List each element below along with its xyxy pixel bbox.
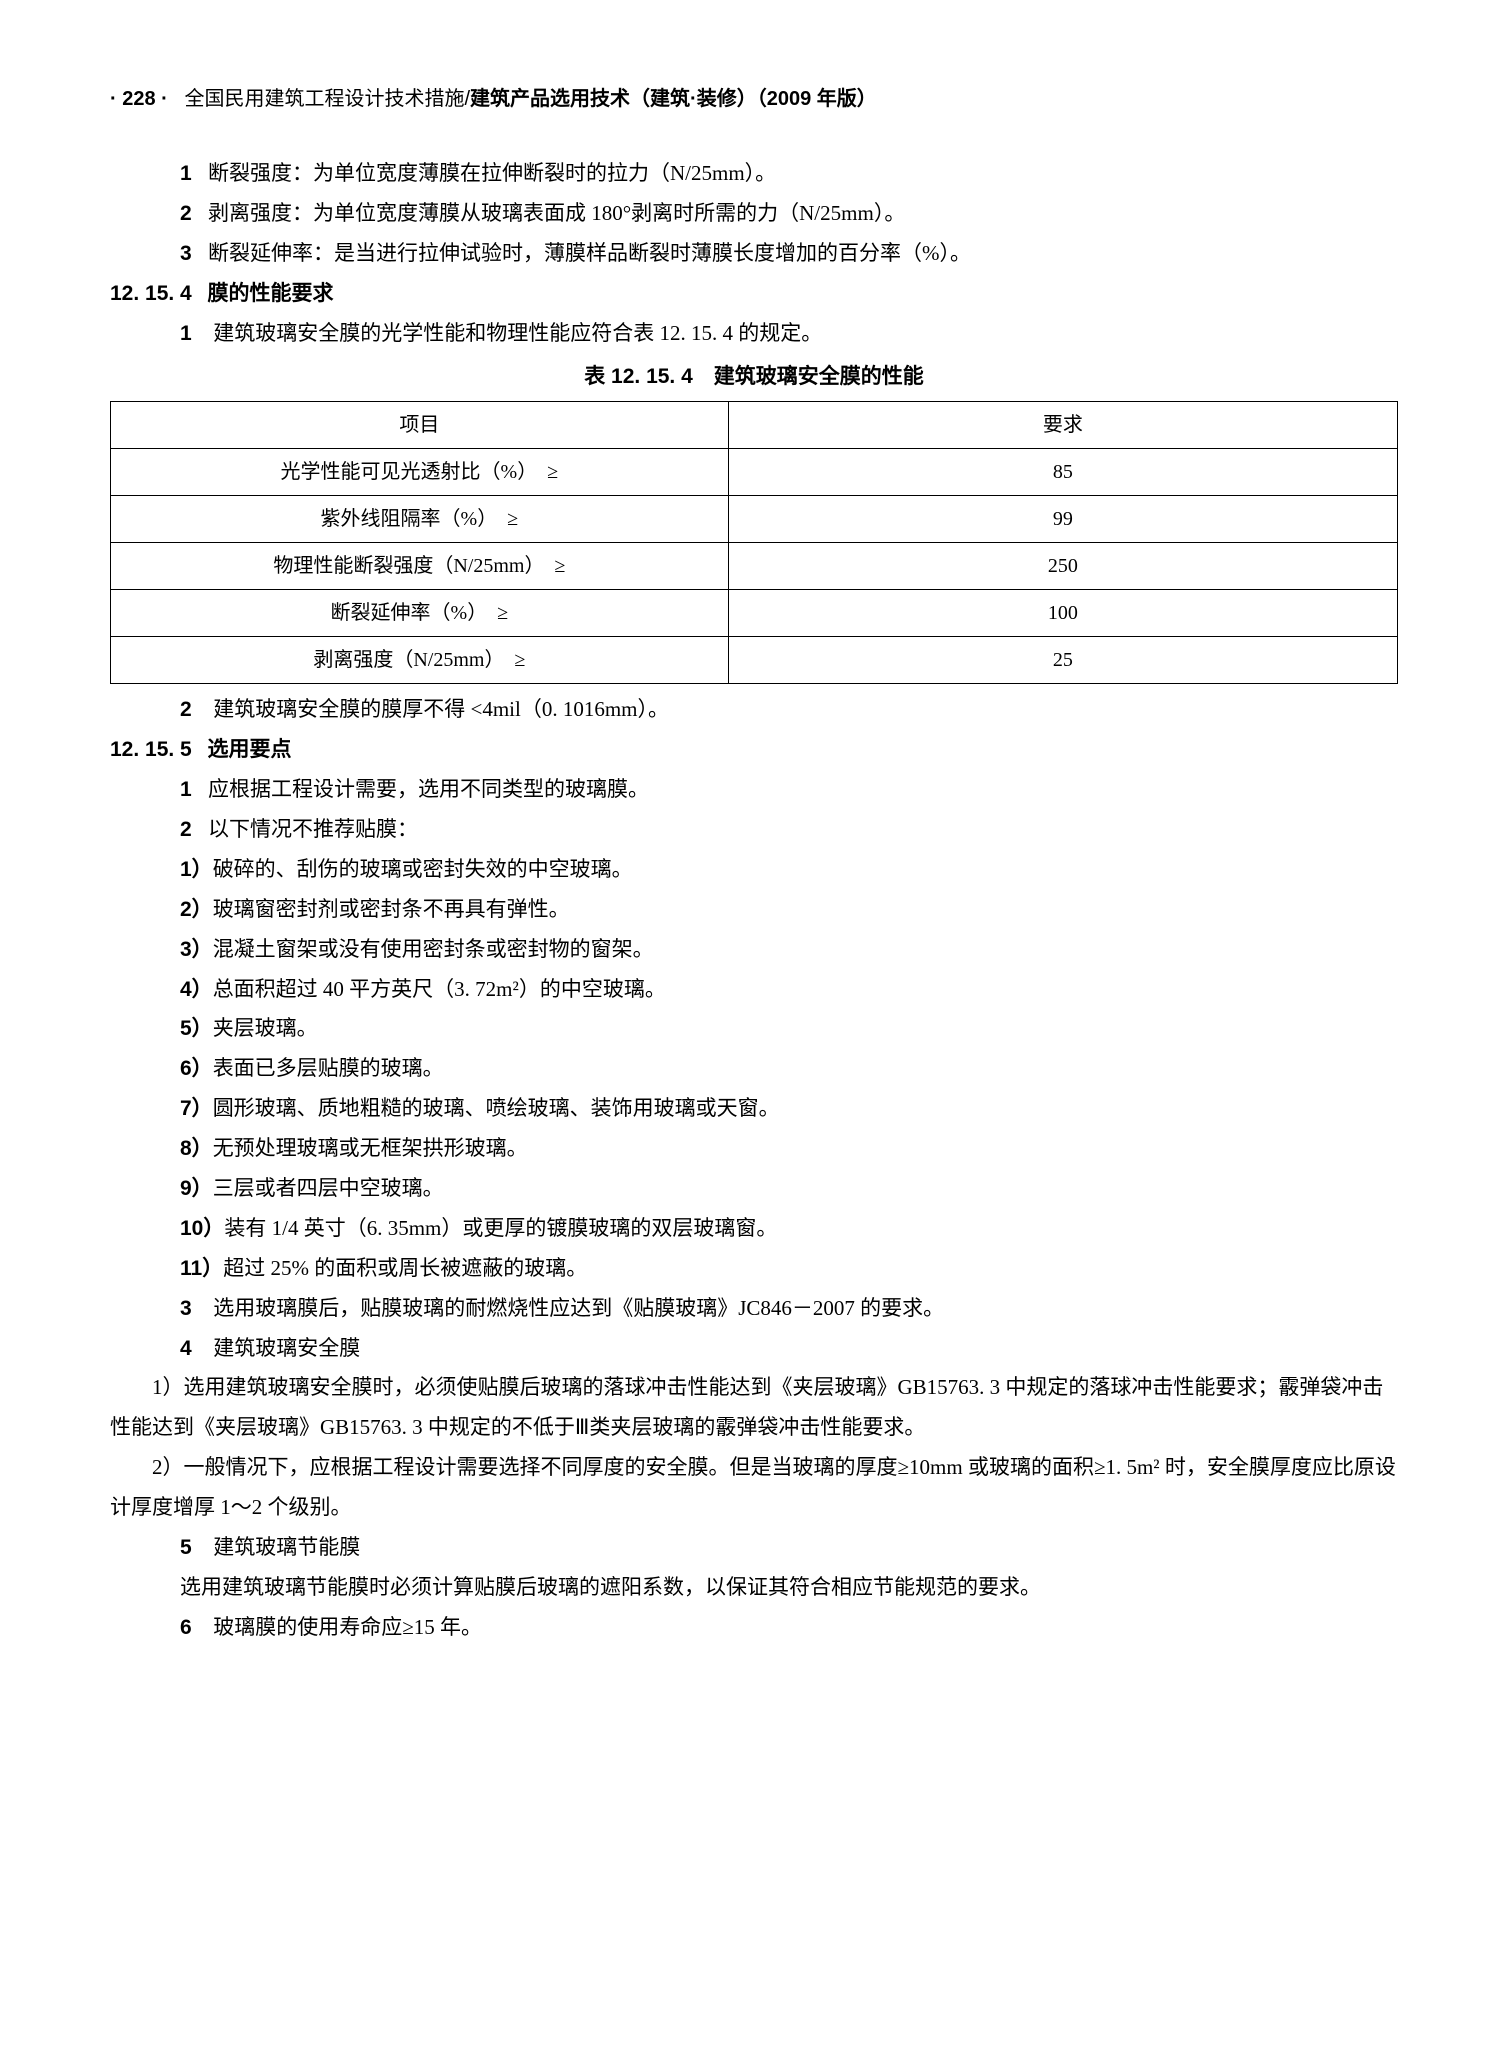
table-row: 紫外线阻隔率（%） ≥99 [111,496,1398,543]
page-header: · 228 · 全国民用建筑工程设计技术措施/建筑产品选用技术（建筑·装修）（2… [110,80,1398,118]
list-item: 9）三层或者四层中空玻璃。 [110,1169,1398,1209]
list-item: 5）夹层玻璃。 [110,1009,1398,1049]
table-row: 剥离强度（N/25mm） ≥25 [111,637,1398,684]
table-row: 光学性能可见光透射比（%） ≥85 [111,449,1398,496]
list-item: 11）超过 25% 的面积或周长被遮蔽的玻璃。 [110,1249,1398,1289]
list-item: 2 建筑玻璃安全膜的膜厚不得 <4mil（0. 1016mm）。 [110,690,1398,730]
table-header: 项目 [111,402,729,449]
page-number: · 228 · [110,88,168,110]
list-item: 1应根据工程设计需要，选用不同类型的玻璃膜。 [110,770,1398,810]
list-item: 3 选用玻璃膜后，贴膜玻璃的耐燃烧性应达到《贴膜玻璃》JC846－2007 的要… [110,1289,1398,1329]
paragraph: 1）选用建筑玻璃安全膜时，必须使贴膜后玻璃的落球冲击性能达到《夹层玻璃》GB15… [110,1368,1398,1448]
list-item: 2）玻璃窗密封剂或密封条不再具有弹性。 [110,890,1398,930]
list-item: 5 建筑玻璃节能膜 [110,1528,1398,1568]
table-header: 要求 [728,402,1397,449]
list-item: 6）表面已多层贴膜的玻璃。 [110,1049,1398,1089]
list-item: 10）装有 1/4 英寸（6. 35mm）或更厚的镀膜玻璃的双层玻璃窗。 [110,1209,1398,1249]
section-heading: 12. 15. 4 膜的性能要求 [110,274,1398,314]
spec-table: 项目要求 光学性能可见光透射比（%） ≥85紫外线阻隔率（%） ≥99物理性能断… [110,401,1398,684]
table-title: 表 12. 15. 4 建筑玻璃安全膜的性能 [110,357,1398,397]
list-item: 2以下情况不推荐贴膜： [110,810,1398,850]
table-row: 断裂延伸率（%） ≥100 [111,590,1398,637]
list-item: 1）破碎的、刮伤的玻璃或密封失效的中空玻璃。 [110,850,1398,890]
list-item: 7）圆形玻璃、质地粗糙的玻璃、喷绘玻璃、装饰用玻璃或天窗。 [110,1089,1398,1129]
table-row: 物理性能断裂强度（N/25mm） ≥250 [111,543,1398,590]
list-item: 1断裂强度：为单位宽度薄膜在拉伸断裂时的拉力（N/25mm）。 [110,154,1398,194]
section-heading: 12. 15. 5 选用要点 [110,730,1398,770]
list-item: 4）总面积超过 40 平方英尺（3. 72m²）的中空玻璃。 [110,970,1398,1010]
header-title-light: 全国民用建筑工程设计技术措施/ [184,88,470,110]
list-item: 6 玻璃膜的使用寿命应≥15 年。 [110,1608,1398,1648]
paragraph: 选用建筑玻璃节能膜时必须计算贴膜后玻璃的遮阳系数，以保证其符合相应节能规范的要求… [110,1568,1398,1608]
list-item: 3）混凝土窗架或没有使用密封条或密封物的窗架。 [110,930,1398,970]
list-item: 3断裂延伸率：是当进行拉伸试验时，薄膜样品断裂时薄膜长度增加的百分率（%）。 [110,234,1398,274]
list-item: 4 建筑玻璃安全膜 [110,1329,1398,1369]
list-item: 2剥离强度：为单位宽度薄膜从玻璃表面成 180°剥离时所需的力（N/25mm）。 [110,194,1398,234]
list-item: 1 建筑玻璃安全膜的光学性能和物理性能应符合表 12. 15. 4 的规定。 [110,314,1398,354]
paragraph: 2）一般情况下，应根据工程设计需要选择不同厚度的安全膜。但是当玻璃的厚度≥10m… [110,1448,1398,1528]
header-title-bold: 建筑产品选用技术（建筑·装修）（2009 年版） [470,88,877,110]
list-item: 8）无预处理玻璃或无框架拱形玻璃。 [110,1129,1398,1169]
